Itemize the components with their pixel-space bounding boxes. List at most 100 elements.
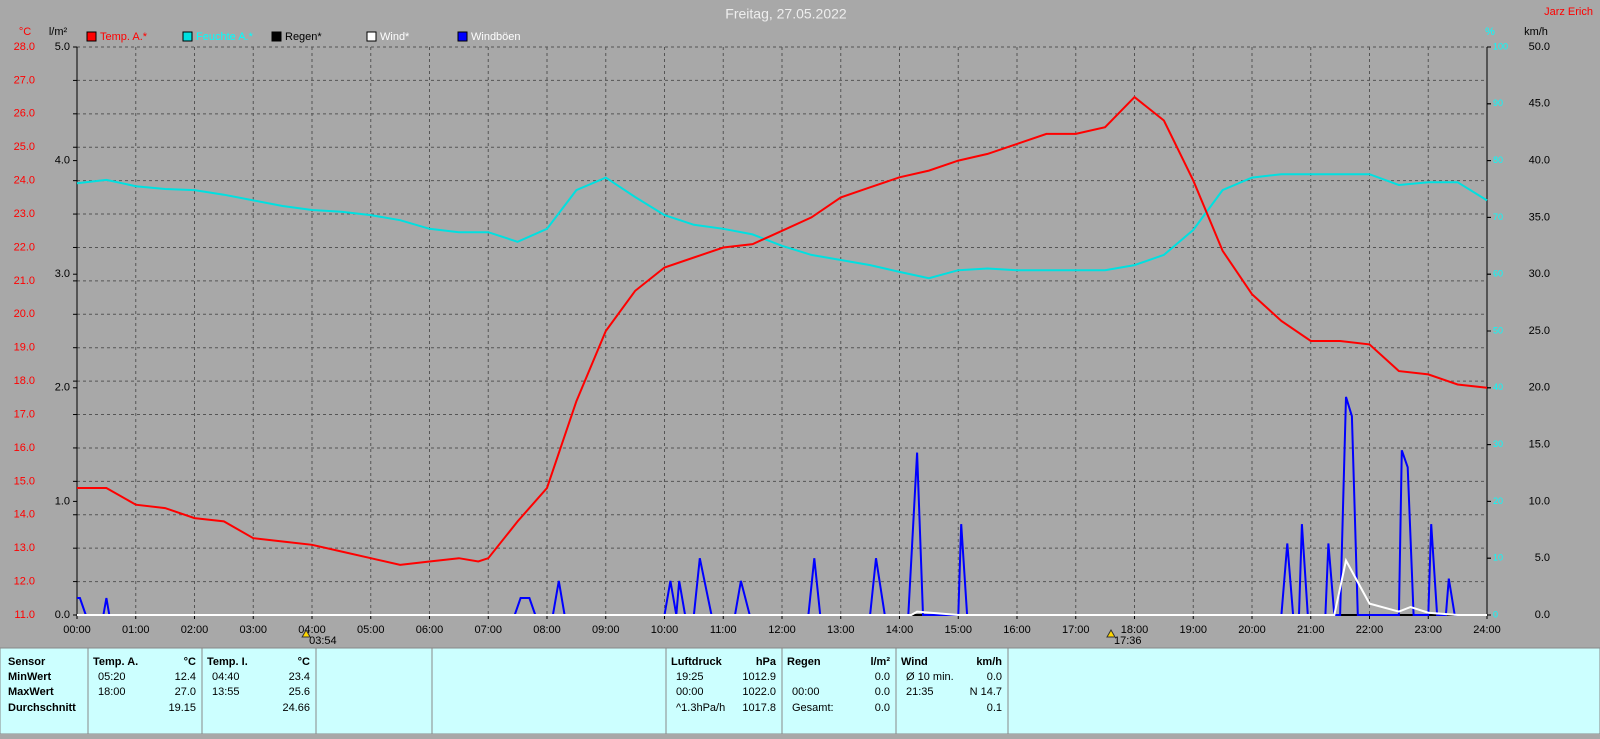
stats-group-unit: hPa [756,656,777,668]
y-tick-label: 20.0 [1529,382,1550,394]
annotation-marker [1106,628,1116,638]
stats-time: 19:25 [676,671,704,683]
stats-time: 21:35 [906,686,934,698]
legend-label: Temp. A.* [100,31,148,43]
y-tick-label: 20.0 [14,308,35,320]
stats-group-name: Wind [901,656,928,668]
axis-unit: km/h [1524,26,1548,38]
y-tick-label: 0 [1493,609,1498,619]
x-tick-label: 02:00 [181,624,209,636]
stats-header: Sensor [8,656,46,668]
x-tick-label: 03:00 [239,624,267,636]
y-tick-label: 80 [1493,155,1503,165]
stats-value: 24.66 [282,702,310,714]
legend-label: Windböen [471,31,521,43]
y-tick-label: 22.0 [14,241,35,253]
stats-row-label: MaxWert [8,686,54,698]
x-tick-label: 07:00 [474,624,502,636]
annotation-label: 03:54 [309,635,337,647]
stats-time: Gesamt: [792,702,834,714]
y-tick-label: 100 [1493,41,1508,51]
stats-group-unit: °C [184,656,196,668]
x-tick-label: 13:00 [827,624,855,636]
stats-group-unit: l/m² [870,656,890,668]
stats-value: 1017.8 [742,702,776,714]
axis-unit: % [1485,26,1495,38]
y-tick-label: 1.0 [55,495,70,507]
stats-group-unit: km/h [976,656,1002,668]
y-tick-label: 27.0 [14,74,35,86]
x-tick-label: 10:00 [651,624,679,636]
stats-value: 0.1 [987,702,1002,714]
stats-dividers [87,648,1009,734]
stats-time: 00:00 [676,686,704,698]
series-line [77,95,1488,566]
x-tick-label: 15:00 [944,624,972,636]
y-tick-label: 12.0 [14,575,35,587]
y-tick-label: 15.0 [1529,439,1550,451]
x-tick-label: 05:00 [357,624,385,636]
y-tick-label: 10.0 [1529,495,1550,507]
x-tick-label: 08:00 [533,624,561,636]
y-tick-label: 20 [1493,496,1503,506]
x-tick-label: 23:00 [1414,624,1442,636]
stats-value: 1022.0 [742,686,776,698]
stats-value: 27.0 [175,686,196,698]
y-tick-label: 13.0 [14,542,35,554]
stats-value: 0.0 [875,671,890,683]
x-tick-label: 14:00 [886,624,914,636]
annotation-label: 17:36 [1114,635,1142,647]
y-tick-label: 24.0 [14,175,35,187]
y-tick-label: 2.0 [55,382,70,394]
y-tick-label: 11.0 [14,609,35,621]
series-line [77,557,1487,616]
axis-unit: °C [19,26,31,38]
author: Jarz Erich [1544,6,1593,18]
stats-time: 04:40 [212,671,240,683]
x-tick-label: 20:00 [1238,624,1266,636]
x-tick-label: 06:00 [416,624,444,636]
y-tick-label: 15.0 [14,475,35,487]
y-tick-label: 14.0 [14,509,35,521]
stats-value: 0.0 [987,671,1002,683]
annotation-marker [301,628,311,638]
stats-value: 23.4 [289,671,310,683]
chart-title: Freitag, 27.05.2022 [725,6,847,22]
y-tick-label: 21.0 [14,275,35,287]
legend-swatch [457,31,468,42]
y-tick-label: 45.0 [1529,98,1550,110]
y-tick-label: 4.0 [55,155,70,167]
x-tick-label: 00:00 [63,624,91,636]
x-tick-label: 21:00 [1297,624,1325,636]
y-tick-label: 70 [1493,212,1503,222]
y-tick-label: 50 [1493,325,1503,335]
stats-group-name: Regen [787,656,821,668]
y-tick-label: 3.0 [55,268,70,280]
stats-value: 1012.9 [742,671,776,683]
y-tick-label: 16.0 [14,442,35,454]
y-tick-label: 40.0 [1529,155,1550,167]
legend-swatch [271,31,282,42]
stats-time: 05:20 [98,671,126,683]
stats-group-unit: °C [298,656,310,668]
legend-label: Feuchte A.* [196,31,254,43]
x-tick-label: 22:00 [1356,624,1384,636]
x-tick-label: 16:00 [1003,624,1031,636]
stats-row-label: MinWert [8,671,52,683]
x-tick-label: 18:00 [1121,624,1149,636]
y-tick-label: 30 [1493,439,1503,449]
y-tick-label: 90 [1493,98,1503,108]
stats-group-name: Temp. I. [207,656,248,668]
x-tick-label: 01:00 [122,624,150,636]
x-tick-label: 12:00 [768,624,796,636]
y-tick-label: 23.0 [14,208,35,220]
stats-time: 00:00 [792,686,820,698]
legend-label: Regen* [285,31,322,43]
stats-group-name: Temp. A. [93,656,138,668]
stats-value: 25.6 [289,686,310,698]
y-tick-label: 0.0 [1535,609,1550,621]
stats-value: 0.0 [875,686,890,698]
y-tick-label: 60 [1493,269,1503,279]
stats-panel [0,647,1600,735]
